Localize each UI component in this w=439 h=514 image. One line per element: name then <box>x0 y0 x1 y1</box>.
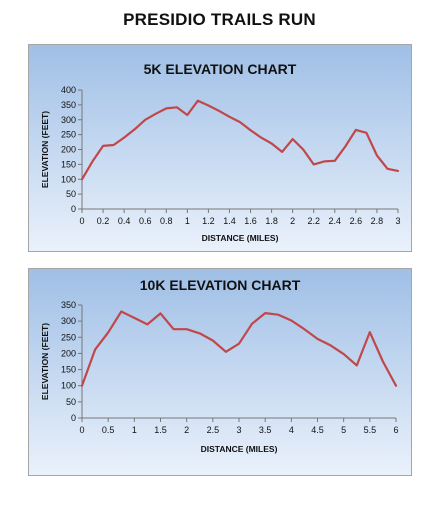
x-tick-label: 2.2 <box>307 216 320 226</box>
x-tick-label: 0.8 <box>160 216 173 226</box>
elevation-chart-10k: 10K ELEVATION CHART 0 50 100 150 200 250 300 350… <box>28 268 412 476</box>
x-tick-label: 2 <box>184 425 189 435</box>
x-tick-label: 1 <box>132 425 137 435</box>
x-tick-label: 2.8 <box>371 216 384 226</box>
y-tick-label: 100 <box>61 381 76 391</box>
elevation-series-line <box>80 99 400 181</box>
chart-background <box>28 44 412 252</box>
x-tick-label: 0.6 <box>139 216 152 226</box>
chart-title: 10K ELEVATION CHART <box>140 277 301 293</box>
x-tick-label: 0 <box>79 216 84 226</box>
y-tick-label: 250 <box>61 332 76 342</box>
chart-background <box>28 268 412 476</box>
elevation-series-line <box>80 310 398 387</box>
x-tick-label: 0.2 <box>97 216 110 226</box>
y-tick-label: 0 <box>71 204 76 214</box>
x-tick-label: 2.5 <box>207 425 220 435</box>
x-tick-label: 1.6 <box>244 216 257 226</box>
x-tick-label: 4 <box>289 425 294 435</box>
x-tick-label: 1.8 <box>265 216 278 226</box>
x-tick-label: 0 <box>79 425 84 435</box>
x-tick-label: 2 <box>290 216 295 226</box>
y-tick-label: 200 <box>61 145 76 155</box>
chart-title: 5K ELEVATION CHART <box>144 61 297 77</box>
elevation-chart-5k: 5K ELEVATION CHART 0 50 100 150 200 250 300 350 4… <box>28 44 412 252</box>
x-tick-label: 2.6 <box>350 216 363 226</box>
chart-svg-10k: 10K ELEVATION CHART050100150200250300350… <box>28 268 412 476</box>
y-tick-label: 300 <box>61 115 76 125</box>
y-axis-label: ELEVATION (FEET) <box>40 323 50 400</box>
y-tick-label: 150 <box>61 159 76 169</box>
page-title: PRESIDIO TRAILS RUN <box>123 10 316 29</box>
chart-svg-5k: 5K ELEVATION CHART 0 50 100 150 200 250 300 350 4… <box>28 44 412 252</box>
x-tick-label: 6 <box>393 425 398 435</box>
y-tick-label: 50 <box>66 189 76 199</box>
x-tick-label: 1 <box>185 216 190 226</box>
y-tick-label: 300 <box>61 316 76 326</box>
y-tick-label: 0 <box>71 413 76 423</box>
y-tick-label: 400 <box>61 85 76 95</box>
y-tick-label: 100 <box>61 174 76 184</box>
x-tick-label: 1.4 <box>223 216 236 226</box>
x-tick-label: 3 <box>395 216 400 226</box>
x-tick-label: 0.5 <box>102 425 115 435</box>
y-axis-label: ELEVATION (FEET) <box>40 111 50 188</box>
x-tick-label: 0.4 <box>118 216 131 226</box>
y-tick-label: 150 <box>61 365 76 375</box>
y-tick-label: 250 <box>61 130 76 140</box>
x-tick-label: 1.5 <box>154 425 167 435</box>
x-tick-label: 3.5 <box>259 425 272 435</box>
x-tick-label: 3 <box>236 425 241 435</box>
x-axis-label: DISTANCE (MILES) <box>202 233 279 243</box>
x-tick-label: 2.4 <box>329 216 342 226</box>
y-tick-label: 200 <box>61 348 76 358</box>
y-tick-label: 350 <box>61 100 76 110</box>
y-tick-label: 350 <box>61 300 76 310</box>
x-tick-label: 5 <box>341 425 346 435</box>
x-axis-label: DISTANCE (MILES) <box>201 444 278 454</box>
x-tick-label: 4.5 <box>311 425 324 435</box>
y-tick-label: 50 <box>66 397 76 407</box>
x-tick-label: 1.2 <box>202 216 215 226</box>
x-tick-label: 5.5 <box>364 425 377 435</box>
